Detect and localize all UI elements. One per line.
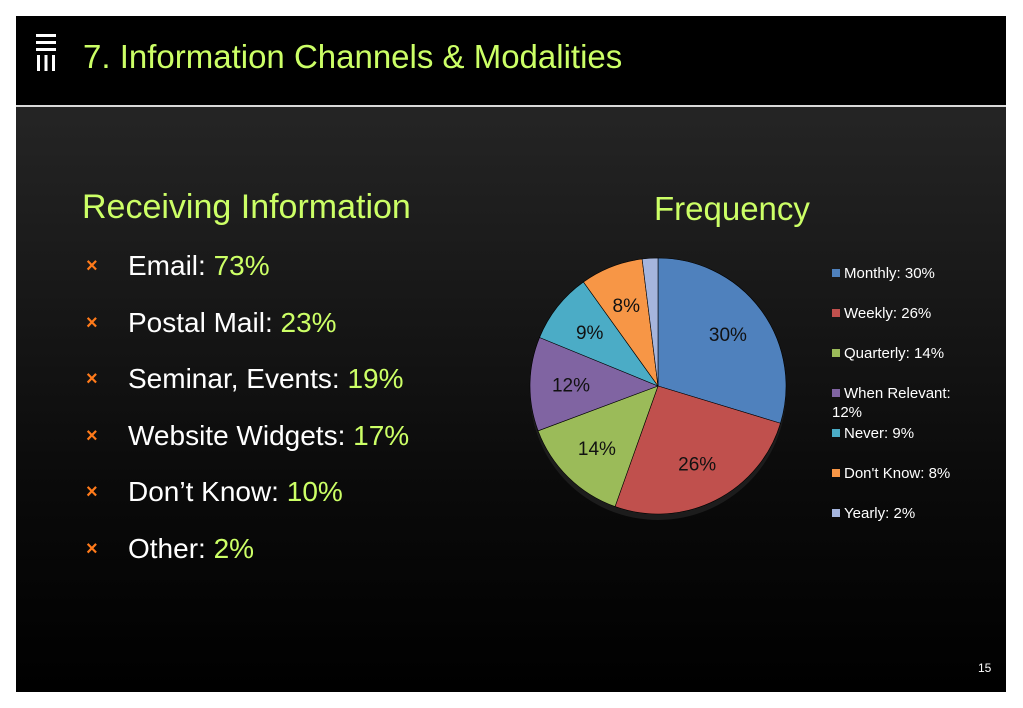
pie-slice-label: 14% (578, 439, 616, 460)
channel-name: Email: (128, 250, 214, 281)
logo-bars-icon (36, 34, 56, 71)
pie-slice (614, 385, 781, 515)
legend-swatch (832, 509, 840, 517)
legend-swatch (832, 389, 840, 397)
legend-item: Yearly: 2% (832, 504, 982, 523)
legend-item: Quarterly: 14% (832, 344, 982, 363)
orange-x-bullet-icon: × (86, 368, 98, 390)
legend-item: Never: 9% (832, 424, 982, 443)
channel-name: Website Widgets: (128, 419, 354, 451)
legend-item: Monthly: 30% (832, 264, 982, 283)
channel-value: 10% (286, 476, 343, 507)
channel-label: Don’t Know: 10% (128, 470, 343, 514)
slide: 7. Information Channels & Modalities Rec… (16, 16, 1006, 692)
pie-slice-label: 26% (678, 455, 716, 476)
legend-label: Monthly: 30% (844, 265, 935, 282)
legend-label: Don't Know: 8% (844, 465, 951, 482)
channel-name: Postal Mail: (128, 306, 281, 338)
orange-x-bullet-icon: × (86, 424, 98, 447)
pie-slice-label: 8% (613, 296, 641, 317)
chart-title: Frequency (654, 190, 810, 227)
legend-label: Never: 9% (844, 425, 915, 442)
pie-slice (641, 257, 659, 387)
legend-swatch (832, 269, 840, 277)
legend-label: Quarterly: 14% (844, 345, 945, 362)
legend-swatch (832, 469, 840, 477)
channel-value: 17% (353, 419, 410, 451)
section-heading: Receiving Information (82, 188, 411, 226)
channel-name: Other: (128, 532, 214, 564)
legend-swatch (832, 429, 840, 437)
page-number: 15 (978, 661, 992, 675)
legend-label: Yearly: 2% (844, 505, 916, 522)
channel-label: Other: 2% (128, 527, 254, 571)
pie-slice (537, 385, 659, 507)
orange-x-bullet-icon: × (86, 481, 98, 503)
pie-slice-label: 30% (709, 325, 747, 346)
channel-label: Email: 73% (128, 244, 270, 288)
legend-item: Don't Know: 8% (832, 464, 982, 483)
orange-x-bullet-icon: × (86, 255, 98, 277)
channel-name: Seminar, Events: (128, 363, 348, 394)
slide-title: 7. Information Channels & Modalities (83, 38, 623, 75)
channel-label: Seminar, Events: 19% (128, 357, 403, 401)
channel-name: Don’t Know: (128, 476, 287, 507)
channel-label: Postal Mail: 23% (128, 301, 337, 345)
legend-swatch (832, 309, 840, 317)
channel-value: 23% (280, 306, 337, 338)
legend-item: When Relevant: 12% (832, 384, 982, 422)
channel-value: 19% (347, 363, 404, 394)
orange-x-bullet-icon: × (86, 537, 98, 560)
channel-value: 73% (213, 250, 270, 281)
legend-label: Weekly: 26% (844, 305, 932, 322)
slide-header: 7. Information Channels & Modalities (16, 16, 1006, 107)
pie-slice-label: 12% (552, 376, 590, 397)
legend-item: Weekly: 26% (832, 304, 982, 323)
legend-swatch (832, 349, 840, 357)
pie-slice (529, 337, 659, 432)
channel-label: Website Widgets: 17% (128, 414, 409, 458)
channel-value: 2% (213, 532, 255, 564)
pie-slice (657, 257, 787, 424)
pie-chart: 30% 26% 14% 12% 9% 8% (529, 257, 787, 520)
pie-slice-label: 9% (576, 323, 604, 344)
legend-label: When Relevant: 12% (832, 385, 951, 421)
orange-x-bullet-icon: × (86, 311, 98, 334)
